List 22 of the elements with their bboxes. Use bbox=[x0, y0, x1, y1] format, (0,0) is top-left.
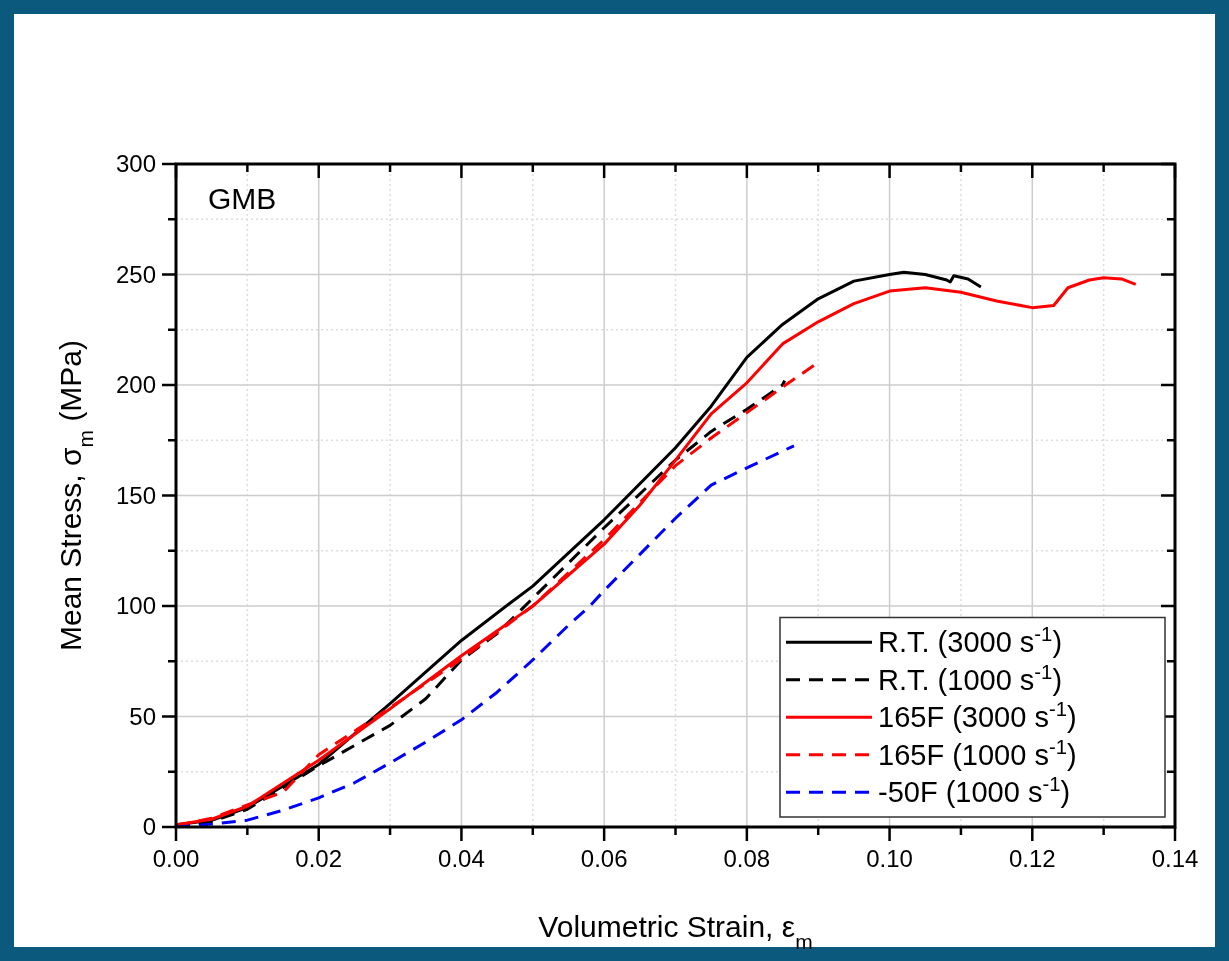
x-tick-label: 0.10 bbox=[866, 845, 913, 872]
x-tick-label: 0.02 bbox=[295, 845, 343, 872]
legend-label: 165F (1000 s$^{-1}$) bbox=[878, 735, 1077, 771]
y-tick-label: 50 bbox=[129, 702, 156, 730]
legend-label: R.T. (3000 s$^{-1}$) bbox=[878, 623, 1063, 659]
legend-label: -50F (1000 s$^{-1}$) bbox=[878, 773, 1071, 809]
legend-label: 165F (3000 s$^{-1}$) bbox=[878, 698, 1077, 734]
x-tick-label: 0.06 bbox=[580, 845, 628, 872]
x-tick-label: 0.00 bbox=[152, 845, 200, 872]
x-tick-label: 0.12 bbox=[1008, 845, 1056, 872]
y-tick-label: 100 bbox=[115, 592, 156, 620]
y-tick-label: 300 bbox=[115, 150, 156, 178]
x-tick-label: 0.08 bbox=[723, 845, 771, 872]
y-tick-label: 250 bbox=[115, 260, 156, 288]
y-tick-label: 0 bbox=[142, 813, 156, 841]
y-tick-label: 200 bbox=[115, 371, 156, 399]
legend-label: R.T. (1000 s$^{-1}$) bbox=[878, 660, 1063, 696]
y-tick-label: 150 bbox=[115, 481, 156, 509]
annotation: GMB bbox=[208, 182, 277, 215]
x-tick-label: 0.14 bbox=[1151, 845, 1199, 872]
x-tick-label: 0.04 bbox=[438, 845, 485, 872]
x-axis-title: Volumetric Strain, ε$_{m}$ bbox=[538, 910, 813, 953]
